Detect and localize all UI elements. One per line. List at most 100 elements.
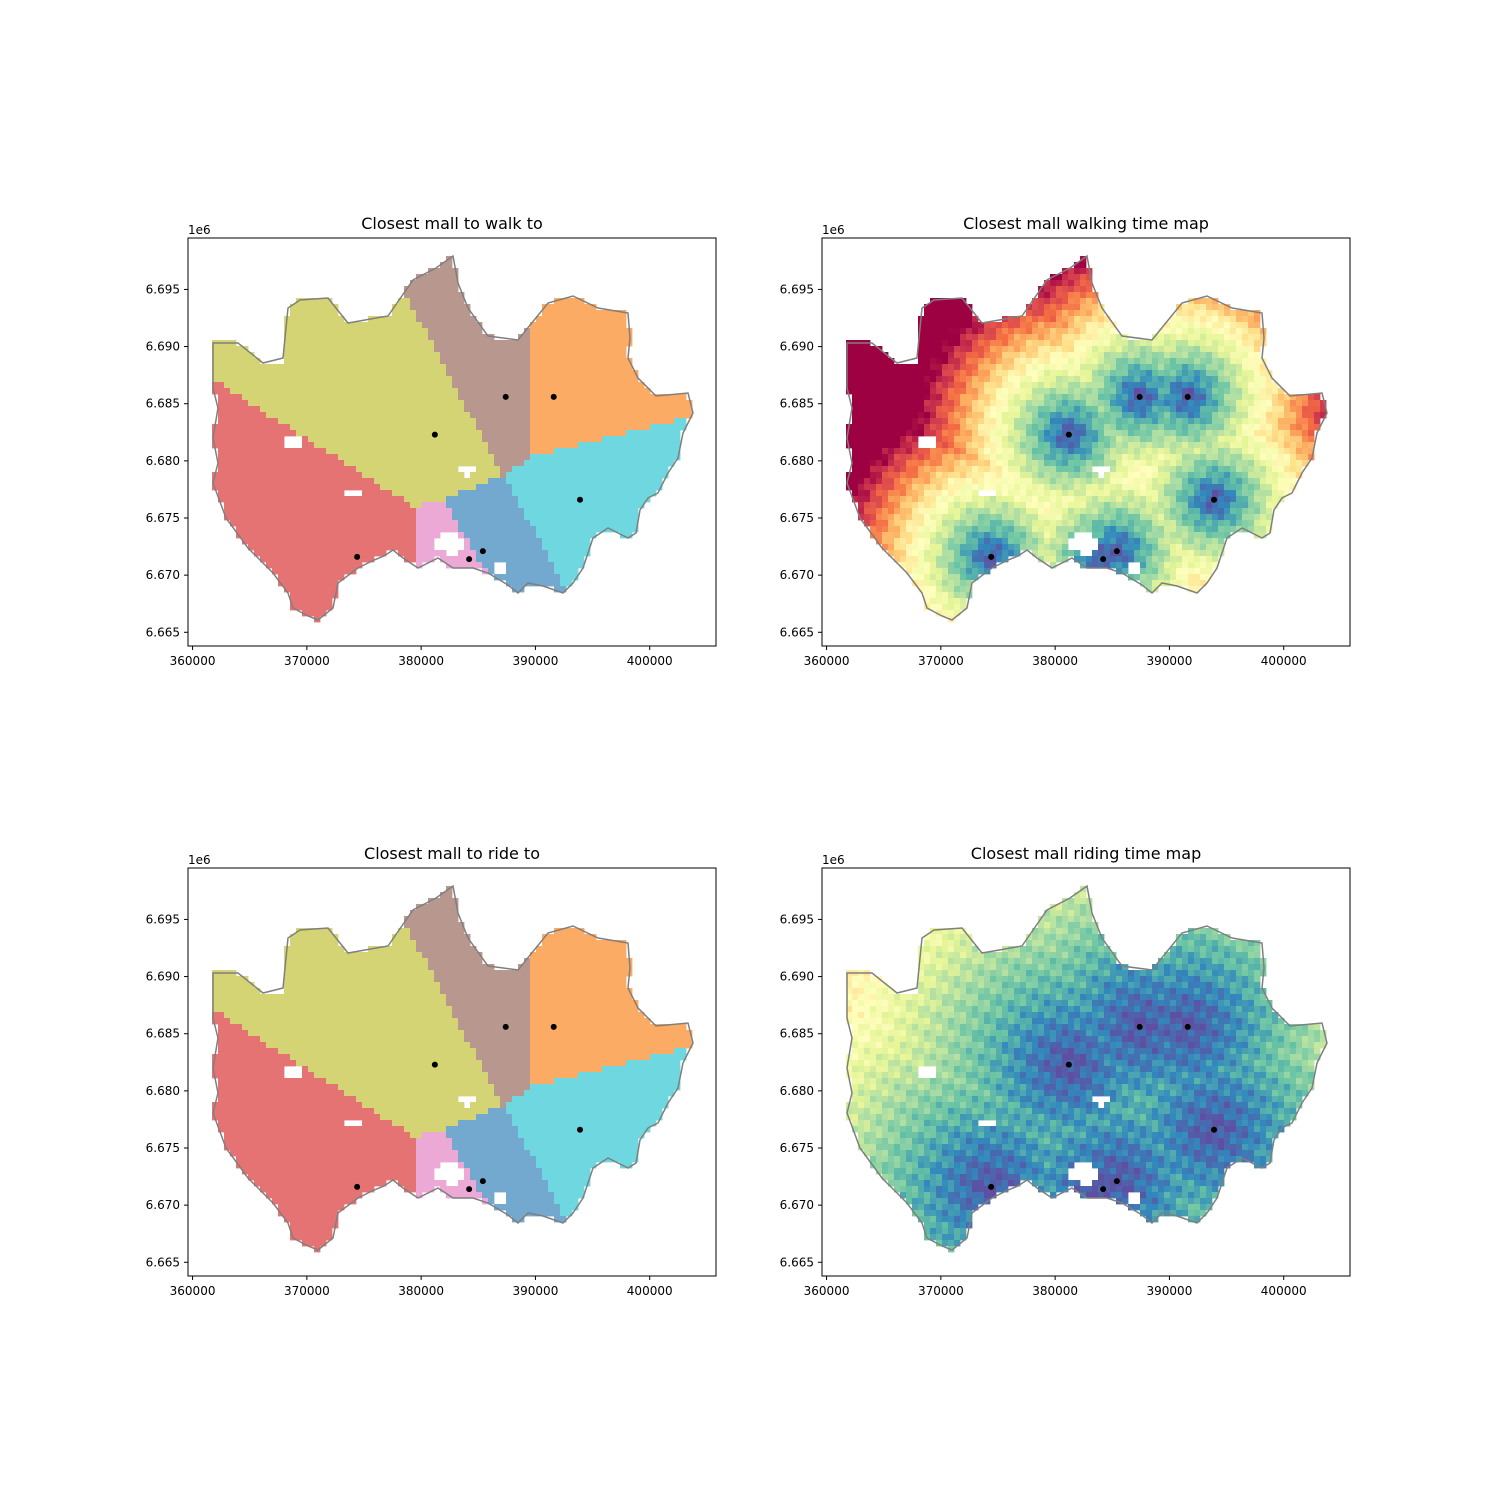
y-tick-label: 6.695 [780,282,814,296]
y-tick-label: 6.675 [146,511,180,525]
y-tick-label: 6.695 [780,912,814,926]
map-outline [846,884,1328,1251]
mall-marker-2 [1065,1061,1072,1068]
y-tick-label: 6.665 [146,1255,180,1269]
map-outline [212,254,694,621]
x-tick-label: 400000 [1261,1284,1307,1298]
mall-marker-2 [431,431,438,438]
y-tick-label: 6.690 [146,970,180,984]
y-offset-label: 1e6 [822,223,845,237]
mall-marker-5 [502,1023,509,1030]
y-tick-label: 6.680 [146,1084,180,1098]
y-tick-label: 6.670 [146,568,180,582]
x-tick-label: 380000 [1032,654,1078,668]
panel-title: Closest mall to ride to [364,844,540,863]
x-tick-label: 390000 [1147,1284,1193,1298]
y-tick-label: 6.670 [146,1198,180,1212]
y-tick-label: 6.695 [146,282,180,296]
mall-marker-1 [354,553,361,560]
map-raster [846,256,1327,623]
mall-marker-4 [479,548,486,555]
mall-marker-4 [479,1178,486,1185]
map-raster [212,256,693,623]
mall-marker-3 [466,1186,473,1193]
x-tick-label: 370000 [284,654,330,668]
x-tick-label: 390000 [1147,654,1193,668]
y-tick-label: 6.685 [146,1027,180,1041]
mall-marker-6 [550,1023,557,1030]
mall-marker-3 [466,556,473,563]
panel-walk-regions: Closest mall to walk to 1e6 360000 370000… [146,214,717,668]
mall-marker-7 [1211,1126,1217,1133]
mall-marker-4 [1113,1178,1120,1185]
x-tick-label: 390000 [513,1284,559,1298]
y-tick-label: 6.690 [780,340,814,354]
y-tick-label: 6.680 [780,1084,814,1098]
axes-frame [187,237,717,647]
x-tick-label: 370000 [284,1284,330,1298]
map-outline [212,884,694,1251]
x-tick-label: 360000 [170,654,216,668]
x-tick-label: 380000 [398,1284,444,1298]
x-tick-label: 370000 [918,654,964,668]
panel-title: Closest mall walking time map [963,214,1209,233]
y-tick-label: 6.680 [780,454,814,468]
x-tick-label: 400000 [627,1284,673,1298]
y-tick-label: 6.670 [780,568,814,582]
map-raster [846,886,1327,1253]
mall-marker-7 [1211,496,1217,503]
mall-marker-2 [1065,431,1072,438]
y-offset-label: 1e6 [822,853,845,867]
axes-frame [187,867,717,1277]
mall-marker-5 [1136,1023,1143,1030]
y-tick-label: 6.665 [146,625,180,639]
mall-marker-1 [988,1183,995,1190]
x-tick-label: 400000 [627,654,673,668]
mall-marker-2 [431,1061,438,1068]
y-offset-label: 1e6 [188,853,211,867]
mall-marker-1 [354,1183,361,1190]
mall-marker-5 [502,393,509,400]
x-tick-label: 390000 [513,654,559,668]
y-tick-label: 6.675 [780,511,814,525]
mall-marker-6 [1184,1023,1191,1030]
mall-marker-7 [577,1126,583,1133]
panel-title: Closest mall riding time map [971,844,1201,863]
mall-marker-6 [550,393,557,400]
x-tick-label: 370000 [918,1284,964,1298]
x-tick-label: 380000 [398,654,444,668]
mall-marker-4 [1113,548,1120,555]
mall-marker-7 [577,496,583,503]
y-offset-label: 1e6 [188,223,211,237]
axes-frame [821,237,1351,647]
y-tick-label: 6.685 [780,1027,814,1041]
x-tick-label: 360000 [170,1284,216,1298]
panel-title: Closest mall to walk to [361,214,543,233]
mall-marker-6 [1184,393,1191,400]
panel-ride-time: Closest mall riding time map 1e6 360000 3… [780,844,1351,1298]
y-tick-label: 6.685 [146,397,180,411]
y-tick-label: 6.665 [780,625,814,639]
y-tick-label: 6.675 [780,1141,814,1155]
y-tick-label: 6.680 [146,454,180,468]
mall-marker-3 [1100,556,1107,563]
mall-marker-1 [988,553,995,560]
y-tick-label: 6.670 [780,1198,814,1212]
axes-frame [821,867,1351,1277]
panel-walk-time: Closest mall walking time map 1e6 360000… [780,214,1351,668]
map-raster [212,886,693,1253]
panel-ride-regions: Closest mall to ride to 1e6 360000 370000… [146,844,717,1298]
y-tick-label: 6.695 [146,912,180,926]
x-tick-label: 360000 [804,654,850,668]
y-tick-label: 6.665 [780,1255,814,1269]
y-tick-label: 6.690 [780,970,814,984]
x-tick-label: 400000 [1261,654,1307,668]
x-tick-label: 380000 [1032,1284,1078,1298]
mall-marker-5 [1136,393,1143,400]
x-tick-label: 360000 [804,1284,850,1298]
mall-marker-3 [1100,1186,1107,1193]
y-tick-label: 6.675 [146,1141,180,1155]
map-outline [846,254,1328,621]
y-tick-label: 6.685 [780,397,814,411]
